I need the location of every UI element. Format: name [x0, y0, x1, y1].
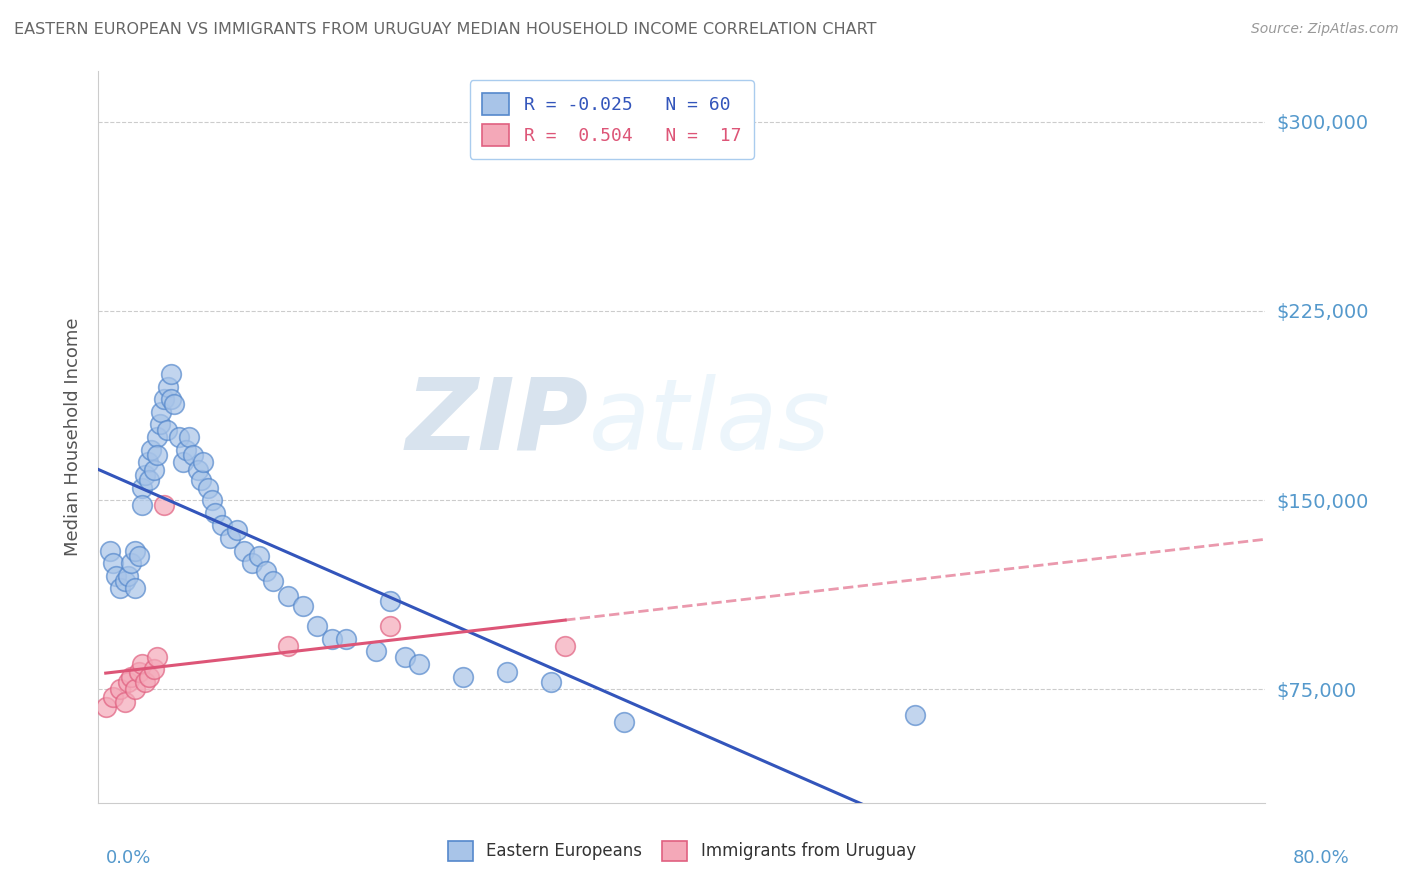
Point [142, 463, 165, 477]
Text: atlas: atlas [589, 374, 830, 471]
Point [156, 423, 179, 437]
Point [157, 379, 180, 393]
Point [117, 569, 139, 583]
Text: EASTERN EUROPEAN VS IMMIGRANTS FROM URUGUAY MEDIAN HOUSEHOLD INCOME CORRELATION : EASTERN EUROPEAN VS IMMIGRANTS FROM URUG… [14, 22, 876, 37]
Point [139, 442, 162, 457]
Point [190, 473, 212, 487]
Point [254, 564, 277, 578]
Point [335, 632, 357, 646]
Point [128, 665, 150, 679]
Point [394, 649, 416, 664]
Point [124, 682, 146, 697]
Point [277, 589, 299, 603]
Point [612, 715, 634, 730]
Point [167, 430, 190, 444]
Point [226, 524, 249, 538]
Point [160, 392, 183, 407]
Text: ZIP: ZIP [405, 374, 589, 471]
Point [240, 556, 263, 570]
Point [262, 574, 284, 588]
Point [211, 518, 233, 533]
Point [98, 543, 121, 558]
Point [204, 506, 226, 520]
Point [163, 397, 186, 411]
Point [321, 632, 343, 646]
Point [307, 619, 329, 633]
Text: 80.0%: 80.0% [1294, 849, 1350, 867]
Point [104, 569, 127, 583]
Point [197, 481, 219, 495]
Point [364, 644, 387, 658]
Point [247, 549, 270, 563]
Point [146, 430, 169, 444]
Point [904, 707, 927, 722]
Text: 0.0%: 0.0% [105, 849, 150, 867]
Legend: Eastern Europeans, Immigrants from Uruguay: Eastern Europeans, Immigrants from Urugu… [441, 834, 922, 868]
Point [138, 670, 160, 684]
Point [496, 665, 519, 679]
Point [110, 682, 132, 697]
Point [150, 405, 173, 419]
Point [177, 430, 200, 444]
Point [114, 695, 136, 709]
Point [101, 556, 124, 570]
Point [134, 674, 156, 689]
Point [94, 700, 117, 714]
Point [172, 455, 194, 469]
Point [134, 467, 156, 482]
Point [380, 594, 402, 608]
Point [380, 619, 402, 633]
Point [181, 448, 204, 462]
Point [451, 670, 474, 684]
Point [149, 417, 172, 432]
Point [153, 392, 176, 407]
Point [554, 640, 576, 654]
Point [124, 582, 146, 596]
Point [218, 531, 240, 545]
Point [131, 481, 153, 495]
Point [142, 662, 165, 676]
Point [131, 657, 153, 671]
Point [291, 599, 314, 613]
Point [540, 674, 562, 689]
Point [277, 640, 299, 654]
Point [124, 543, 146, 558]
Point [120, 670, 142, 684]
Point [110, 582, 132, 596]
Point [131, 498, 153, 512]
Point [114, 574, 136, 588]
Point [153, 498, 176, 512]
Point [117, 674, 139, 689]
Point [128, 549, 150, 563]
Point [174, 442, 197, 457]
Text: Source: ZipAtlas.com: Source: ZipAtlas.com [1251, 22, 1399, 37]
Point [120, 556, 142, 570]
Point [201, 493, 224, 508]
Point [138, 473, 160, 487]
Y-axis label: Median Household Income: Median Household Income [63, 318, 82, 557]
Point [160, 367, 183, 381]
Point [408, 657, 430, 671]
Point [193, 455, 215, 469]
Point [136, 455, 159, 469]
Point [146, 448, 169, 462]
Point [233, 543, 256, 558]
Point [146, 649, 169, 664]
Point [187, 463, 209, 477]
Point [101, 690, 124, 704]
